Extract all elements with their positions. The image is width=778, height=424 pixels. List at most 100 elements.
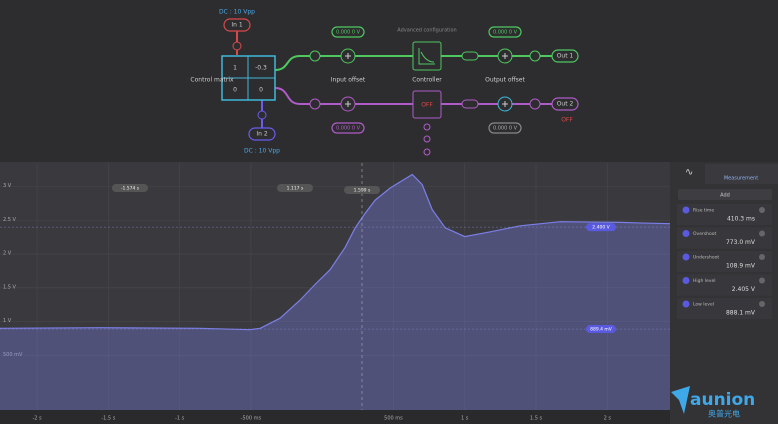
- y-cursor-label: 2.400 V: [592, 225, 610, 231]
- measurement-card: [677, 274, 772, 296]
- x-tick-label: 1.5 s: [530, 416, 543, 422]
- label: Input offset: [331, 77, 366, 84]
- add-label: Add: [720, 193, 730, 199]
- menu-button[interactable]: [759, 230, 765, 237]
- pid-dot[interactable]: [423, 135, 431, 143]
- menu-button[interactable]: [759, 207, 765, 213]
- x-tick-label: 1 s: [461, 416, 469, 422]
- x-tick-label: 500 ms: [384, 416, 403, 422]
- output-label: Out 1: [557, 53, 574, 60]
- output-state: OFF: [561, 117, 573, 124]
- input-label: In 1: [231, 22, 242, 29]
- channel-badge: [682, 230, 690, 237]
- logo-icon: [671, 386, 690, 414]
- cursor-pill[interactable]: [277, 184, 313, 192]
- offset-value: 0.000 0 V: [493, 126, 518, 132]
- node: [257, 110, 267, 120]
- x-tick-label: -2 s: [32, 416, 42, 422]
- wire: [274, 55, 575, 71]
- offset-pill[interactable]: [331, 122, 365, 134]
- measurement-card: [677, 227, 772, 249]
- measurement-card: [677, 298, 772, 319]
- x-tick-label: -500 ms: [241, 416, 262, 422]
- top-panel: [0, 0, 778, 162]
- y-tick-label: 2.5 V: [3, 217, 17, 223]
- controller-icon: [418, 48, 435, 65]
- offset-pill[interactable]: [331, 26, 365, 38]
- x-tick-label: -1.5 s: [101, 416, 115, 422]
- area-fill: [0, 174, 670, 410]
- cursor-pill[interactable]: [344, 186, 380, 194]
- node: [309, 98, 321, 110]
- matrix-cell: -0.3: [255, 65, 267, 72]
- inverter[interactable]: [461, 99, 479, 109]
- controller[interactable]: [412, 90, 442, 119]
- plot: 500 mV 1 V 1.5 V 2 V 2.5 V 3 V -2 s -1.5 s -1 s -…: [0, 163, 671, 422]
- offset-pill[interactable]: [488, 122, 522, 134]
- measurement-value: 108.9 mV: [726, 263, 756, 270]
- menu-button[interactable]: [759, 254, 765, 260]
- controller[interactable]: [412, 41, 442, 71]
- logo-subtitle: 奥普光电: [708, 409, 740, 419]
- cursor-label: 1.117 s: [287, 186, 304, 192]
- cursor-label: -1.574 s: [121, 186, 140, 192]
- offset-pill[interactable]: [488, 26, 522, 38]
- coupling: DC : 10 Vpp: [244, 148, 280, 155]
- inverter[interactable]: [461, 51, 479, 61]
- label: Controller: [412, 77, 442, 84]
- cursor-pill[interactable]: [112, 184, 148, 192]
- y-tick-label: 3 V: [3, 183, 12, 189]
- add-button[interactable]: [678, 189, 772, 200]
- diagram: DC : 10 Vpp In 1 1 -0.3 0 0 Control matr…: [190, 9, 579, 156]
- matrix-cell: 0: [259, 87, 263, 94]
- y-cursor-pill[interactable]: [586, 325, 616, 334]
- channel-badge: [682, 206, 690, 214]
- tab-label: Measurement: [724, 176, 758, 182]
- measurement-panel: ∿ Measurement Add aunion 奥普光电 Rise time 4…: [671, 164, 778, 419]
- channel-badge: [682, 253, 690, 261]
- measurement-name: Overshoot: [693, 231, 717, 237]
- measurement-name: Rise time: [693, 208, 714, 214]
- input-pill[interactable]: [248, 127, 276, 141]
- offset-value: 0.000 0 V: [493, 30, 518, 36]
- output-pill[interactable]: [551, 49, 579, 63]
- cursor-label: 1.599 s: [354, 188, 371, 194]
- logo-brand: aunion: [690, 390, 755, 410]
- measurement-name: Undershoot: [693, 255, 719, 261]
- input-label: In 2: [256, 131, 267, 138]
- offset-value: 0.000 0 V: [336, 126, 361, 132]
- measurement-value: 773.0 mV: [726, 239, 756, 246]
- output-label: Out 2: [557, 101, 574, 108]
- measurement-card: [677, 251, 772, 272]
- y-tick-label: 1.5 V: [3, 284, 17, 290]
- y-tick-label: 2 V: [3, 251, 12, 257]
- input-pill[interactable]: [223, 18, 251, 32]
- note: Advanced configuration: [397, 28, 456, 34]
- measurement-value: 2.405 V: [732, 286, 756, 293]
- offset-value: 0.000 0 V: [336, 30, 361, 36]
- node: [232, 41, 242, 51]
- measurement-name: High level: [693, 278, 715, 284]
- measurement-card: [677, 204, 772, 225]
- x-tick-label: -1 s: [175, 416, 185, 422]
- measurement-name: Low level: [693, 302, 714, 308]
- node: [309, 50, 321, 62]
- y-cursor-pill[interactable]: [586, 223, 616, 232]
- plot-bg: [0, 162, 670, 410]
- matrix-cell: 1: [233, 65, 237, 72]
- output-pill[interactable]: [551, 97, 579, 111]
- x-axis-bar: [0, 410, 670, 424]
- menu-button[interactable]: [759, 277, 765, 284]
- measurement-value: 410.3 ms: [727, 216, 755, 223]
- y-tick-label: 1 V: [3, 318, 12, 324]
- label: Output offset: [485, 77, 525, 84]
- y-cursor-label: 889.4 mV: [590, 327, 613, 333]
- pid-dot[interactable]: [423, 148, 431, 156]
- menu-button[interactable]: [759, 301, 765, 307]
- node: [529, 50, 541, 62]
- tab-icon[interactable]: ∿: [685, 167, 693, 178]
- node: [529, 98, 541, 110]
- pid-dot[interactable]: [423, 123, 431, 131]
- tab[interactable]: [705, 164, 778, 184]
